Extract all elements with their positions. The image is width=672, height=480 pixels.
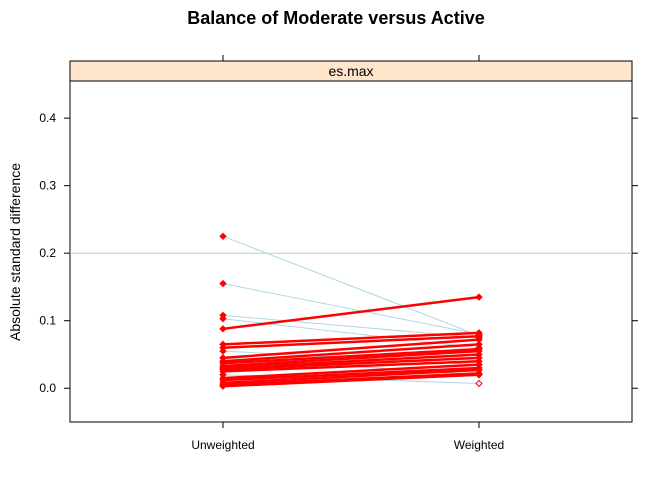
y-tick-label: 0.4 <box>39 111 56 125</box>
series-line-significant <box>222 343 480 363</box>
series-line-significant <box>222 373 480 388</box>
y-tick-label: 0.3 <box>39 179 56 193</box>
y-tick-label: 0.0 <box>39 381 56 395</box>
series-line-significant <box>222 368 480 385</box>
series-line-significant <box>222 353 480 370</box>
data-point <box>219 325 227 333</box>
series-line-significant <box>222 295 480 331</box>
series-line-significant <box>222 356 480 371</box>
data-point <box>475 379 483 388</box>
series-line-significant <box>222 347 480 365</box>
y-tick-label: 0.1 <box>39 314 56 328</box>
series-line-significant <box>222 331 480 346</box>
data-point <box>219 279 227 288</box>
series-line-significant <box>222 349 480 368</box>
x-axis: Unweighted Weighted <box>191 422 504 452</box>
panel-strip-label: es.max <box>328 63 373 79</box>
x-tick-label: Unweighted <box>191 438 254 452</box>
y-axis-label: Absolute standard difference <box>7 163 23 341</box>
series-line-significant <box>222 363 480 380</box>
series-line-nonsignificant <box>222 283 480 335</box>
data-point <box>219 367 227 376</box>
plot-frame <box>69 80 633 423</box>
data-point <box>219 232 227 241</box>
data-point <box>475 371 483 379</box>
series-line-significant <box>222 372 480 387</box>
y-axis: 0.0 0.1 0.2 0.3 0.4 <box>39 111 638 395</box>
chart-title: Balance of Moderate versus Active <box>187 8 484 28</box>
series-line-significant <box>222 338 480 360</box>
x-tick-label: Weighted <box>454 438 504 452</box>
data-point <box>219 314 227 323</box>
data-point <box>475 293 483 301</box>
top-axis-ticks <box>222 55 480 61</box>
series-line-nonsignificant <box>222 235 480 337</box>
series-line-significant <box>222 366 480 382</box>
series-points <box>219 232 483 390</box>
series-line-significant <box>222 359 480 373</box>
data-point <box>219 382 227 390</box>
series-lines <box>222 235 480 388</box>
y-tick-label: 0.2 <box>39 246 56 260</box>
data-point <box>219 344 227 352</box>
series-line-significant <box>222 334 480 349</box>
